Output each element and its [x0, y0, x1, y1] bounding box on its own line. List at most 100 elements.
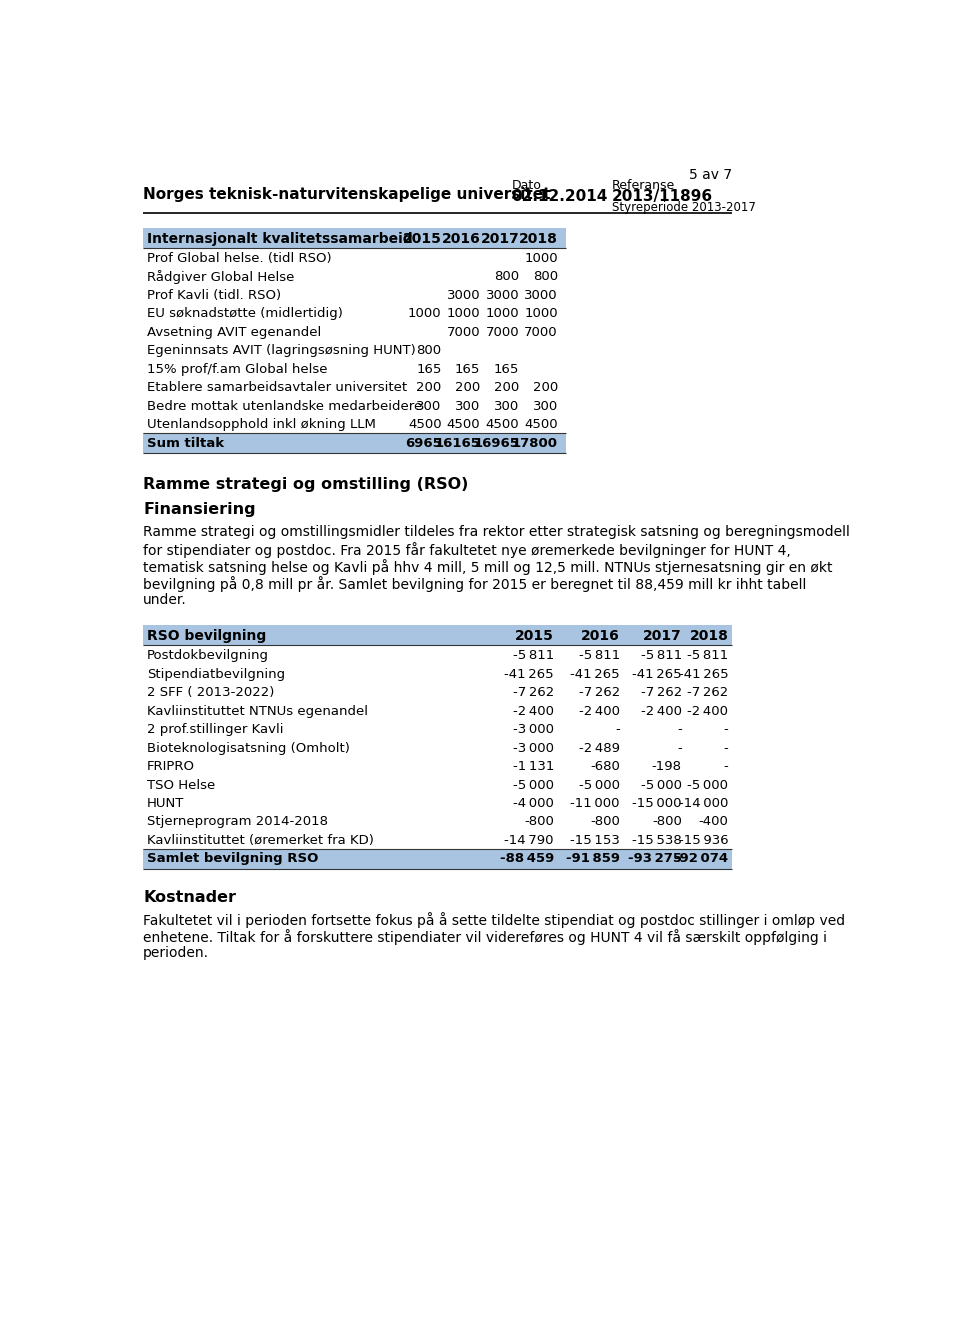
Text: 2018: 2018 [689, 629, 729, 643]
Bar [143, 849, 732, 869]
Text: -41 265: -41 265 [633, 668, 682, 681]
Text: -1 131: -1 131 [513, 760, 554, 773]
Text: -4 000: -4 000 [514, 797, 554, 810]
Text: Kostnader: Kostnader [143, 890, 236, 905]
Text: 800: 800 [417, 344, 442, 358]
Text: 1000: 1000 [408, 307, 442, 320]
Text: 200: 200 [455, 382, 480, 394]
Text: 5 av 7: 5 av 7 [689, 168, 732, 182]
Text: -92 074: -92 074 [674, 853, 729, 865]
Text: -2 400: -2 400 [687, 705, 729, 718]
Text: 4500: 4500 [486, 418, 519, 431]
Text: tematisk satsning helse og Kavli på hhv 4 mill, 5 mill og 12,5 mill. NTNUs stjer: tematisk satsning helse og Kavli på hhv … [143, 559, 832, 575]
Text: -2 400: -2 400 [641, 705, 682, 718]
Text: -5 811: -5 811 [513, 649, 554, 662]
Text: -3 000: -3 000 [513, 741, 554, 754]
Text: Prof Kavli (tidl. RSO): Prof Kavli (tidl. RSO) [147, 288, 281, 302]
Text: 165: 165 [455, 363, 480, 375]
Text: -2 489: -2 489 [579, 741, 620, 754]
Text: -5 811: -5 811 [640, 649, 682, 662]
Text: 3000: 3000 [446, 288, 480, 302]
Text: -88 459: -88 459 [500, 853, 554, 865]
Text: 4500: 4500 [446, 418, 480, 431]
Text: 16965: 16965 [473, 437, 519, 450]
Text: EU søknadstøtte (midlertidig): EU søknadstøtte (midlertidig) [147, 307, 343, 320]
Text: 17800: 17800 [512, 437, 558, 450]
Text: Etablere samarbeidsavtaler universitet: Etablere samarbeidsavtaler universitet [147, 382, 407, 394]
Text: 02.12.2014: 02.12.2014 [512, 190, 608, 204]
Text: -11 000: -11 000 [570, 797, 620, 810]
Text: 4500: 4500 [408, 418, 442, 431]
Text: -: - [724, 760, 729, 773]
Text: 2 prof.stillinger Kavli: 2 prof.stillinger Kavli [147, 724, 283, 736]
Text: -41 265: -41 265 [570, 668, 620, 681]
Text: -: - [615, 724, 620, 736]
Text: 800: 800 [533, 270, 558, 283]
Bar [143, 433, 565, 453]
Bar [143, 625, 732, 645]
Text: -400: -400 [699, 816, 729, 829]
Text: FRIPRO: FRIPRO [147, 760, 195, 773]
Text: -7 262: -7 262 [640, 686, 682, 700]
Text: 15% prof/f.am Global helse: 15% prof/f.am Global helse [147, 363, 327, 375]
Text: -198: -198 [652, 760, 682, 773]
Text: Norges teknisk-naturvitenskapelige universitet: Norges teknisk-naturvitenskapelige unive… [143, 187, 551, 202]
Text: -93 275: -93 275 [628, 853, 682, 865]
Text: -800: -800 [590, 816, 620, 829]
Text: Internasjonalt kvalitetssamarbeid: Internasjonalt kvalitetssamarbeid [147, 232, 413, 246]
Text: -7 262: -7 262 [687, 686, 729, 700]
Text: bevilgning på 0,8 mill pr år. Samlet bevilgning for 2015 er beregnet til 88,459 : bevilgning på 0,8 mill pr år. Samlet bev… [143, 575, 806, 591]
Text: -14 790: -14 790 [505, 834, 554, 846]
Text: 16165: 16165 [435, 437, 480, 450]
Text: Prof Global helse. (tidl RSO): Prof Global helse. (tidl RSO) [147, 252, 332, 264]
Text: 2017: 2017 [643, 629, 682, 643]
Text: Referanse: Referanse [612, 179, 676, 192]
Text: -91 859: -91 859 [565, 853, 620, 865]
Text: Sum tiltak: Sum tiltak [147, 437, 225, 450]
Text: 2 SFF ( 2013-2022): 2 SFF ( 2013-2022) [147, 686, 275, 700]
Text: 7000: 7000 [446, 326, 480, 339]
Text: 4500: 4500 [524, 418, 558, 431]
Text: Ramme strategi og omstillingsmidler tildeles fra rektor etter strategisk satsnin: Ramme strategi og omstillingsmidler tild… [143, 525, 851, 539]
Text: -: - [724, 724, 729, 736]
Text: 3000: 3000 [486, 288, 519, 302]
Text: 1000: 1000 [524, 252, 558, 264]
Text: -5 811: -5 811 [687, 649, 729, 662]
Text: 200: 200 [493, 382, 519, 394]
Text: -2 400: -2 400 [513, 705, 554, 718]
Text: -: - [677, 741, 682, 754]
Text: 165: 165 [493, 363, 519, 375]
Text: 165: 165 [417, 363, 442, 375]
Text: -7 262: -7 262 [513, 686, 554, 700]
Text: -5 000: -5 000 [687, 778, 729, 792]
Text: 7000: 7000 [486, 326, 519, 339]
Text: RSO bevilgning: RSO bevilgning [147, 629, 266, 643]
Text: 1000: 1000 [524, 307, 558, 320]
Text: Kavliinstituttet (øremerket fra KD): Kavliinstituttet (øremerket fra KD) [147, 834, 374, 846]
Text: Egeninnsats AVIT (lagringsøsning HUNT): Egeninnsats AVIT (lagringsøsning HUNT) [147, 344, 416, 358]
Text: -41 265: -41 265 [504, 668, 554, 681]
Text: Stjerneprogram 2014-2018: Stjerneprogram 2014-2018 [147, 816, 328, 829]
Text: Postdokbevilgning: Postdokbevilgning [147, 649, 269, 662]
Text: Ramme strategi og omstilling (RSO): Ramme strategi og omstilling (RSO) [143, 478, 468, 493]
Text: -5 000: -5 000 [579, 778, 620, 792]
Text: -15 000: -15 000 [633, 797, 682, 810]
Text: Avsetning AVIT egenandel: Avsetning AVIT egenandel [147, 326, 322, 339]
Text: Styreperiode 2013-2017: Styreperiode 2013-2017 [612, 202, 756, 214]
Text: -5 000: -5 000 [513, 778, 554, 792]
Text: 2016: 2016 [442, 232, 480, 246]
Text: HUNT: HUNT [147, 797, 184, 810]
Text: -: - [677, 724, 682, 736]
Text: -800: -800 [652, 816, 682, 829]
Text: 2013/11896: 2013/11896 [612, 190, 713, 204]
Text: 2015: 2015 [403, 232, 442, 246]
Text: 3000: 3000 [524, 288, 558, 302]
Text: -15 538: -15 538 [632, 834, 682, 846]
Text: Dato: Dato [512, 179, 541, 192]
Text: 800: 800 [494, 270, 519, 283]
Text: perioden.: perioden. [143, 945, 209, 960]
Text: -15 153: -15 153 [570, 834, 620, 846]
Text: 6965: 6965 [405, 437, 442, 450]
Text: Finansiering: Finansiering [143, 502, 256, 517]
Text: -15 936: -15 936 [679, 834, 729, 846]
